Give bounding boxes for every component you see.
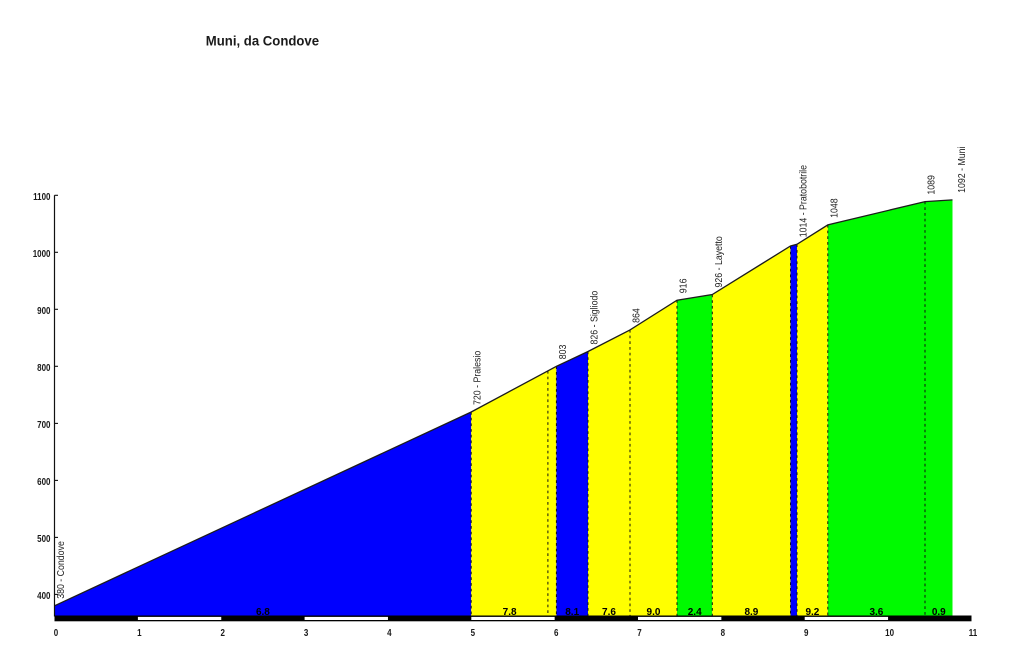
svg-text:9: 9 — [804, 627, 808, 638]
svg-text:6.8: 6.8 — [256, 607, 270, 618]
svg-text:916: 916 — [677, 279, 689, 294]
svg-text:1: 1 — [137, 627, 141, 638]
svg-text:7.8: 7.8 — [503, 607, 517, 618]
svg-text:700: 700 — [37, 419, 50, 430]
svg-text:11: 11 — [969, 627, 977, 638]
svg-text:2: 2 — [220, 627, 224, 638]
svg-text:2.4: 2.4 — [688, 607, 702, 618]
svg-text:9.0: 9.0 — [647, 607, 661, 618]
svg-text:1089: 1089 — [925, 175, 937, 195]
svg-text:380 - Condove: 380 - Condove — [54, 541, 66, 599]
svg-text:900: 900 — [37, 305, 50, 316]
svg-text:864: 864 — [630, 308, 642, 323]
svg-text:720 - Pralesio: 720 - Pralesio — [471, 351, 483, 405]
svg-text:0.9: 0.9 — [932, 607, 946, 618]
svg-text:800: 800 — [37, 362, 50, 373]
svg-text:6: 6 — [554, 627, 558, 638]
svg-text:Muni, da Condove: Muni, da Condove — [206, 33, 320, 48]
svg-text:8: 8 — [721, 627, 725, 638]
svg-text:5: 5 — [471, 627, 475, 638]
svg-text:7.6: 7.6 — [602, 607, 616, 618]
svg-text:9.2: 9.2 — [805, 607, 819, 618]
svg-text:1100: 1100 — [33, 191, 50, 202]
svg-text:1000: 1000 — [33, 248, 51, 259]
svg-text:3.6: 3.6 — [869, 607, 883, 618]
svg-text:10: 10 — [885, 627, 894, 638]
svg-text:803: 803 — [556, 345, 568, 360]
svg-text:8.1: 8.1 — [565, 607, 579, 618]
svg-text:600: 600 — [37, 476, 50, 487]
svg-text:1014 - Pratobotrile: 1014 - Pratobotrile — [797, 165, 809, 237]
svg-text:400: 400 — [37, 590, 50, 601]
svg-text:7: 7 — [637, 627, 641, 638]
svg-text:3: 3 — [304, 627, 308, 638]
svg-text:4: 4 — [387, 627, 391, 638]
svg-text:826 - Sigliodo: 826 - Sigliodo — [588, 291, 600, 345]
svg-text:8.9: 8.9 — [744, 607, 758, 618]
svg-text:926 - Layetto: 926 - Layetto — [712, 236, 724, 287]
svg-text:500: 500 — [37, 533, 50, 544]
svg-text:0: 0 — [54, 627, 58, 638]
svg-text:1092 - Muni: 1092 - Muni — [955, 146, 967, 192]
svg-text:1048: 1048 — [828, 198, 840, 218]
